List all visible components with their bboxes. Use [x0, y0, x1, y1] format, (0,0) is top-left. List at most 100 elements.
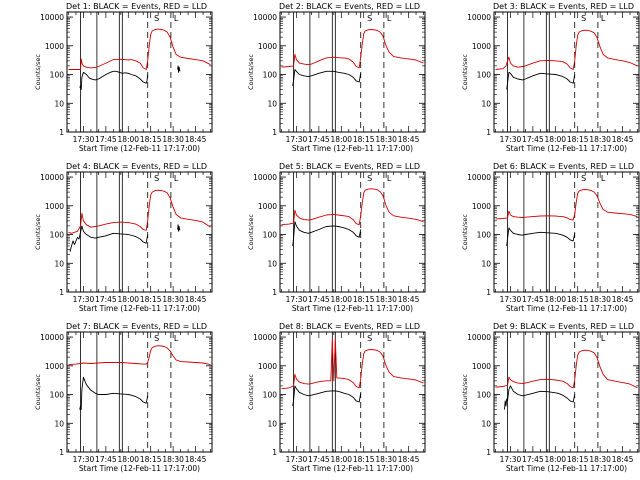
x-tick-label: 18:45: [398, 135, 420, 144]
detector-panel-5: Det 5: BLACK = Events, RED = LLD 1 10 100 10…: [247, 162, 426, 313]
y-axis-label: Counts/sec: [461, 214, 469, 250]
x-tick-label: 17:45: [522, 455, 544, 464]
y-tick-label: 1000: [472, 362, 491, 371]
x-axis-label: Start Time (12-Feb-11 17:17:00): [506, 304, 627, 313]
x-tick-label: 18:30: [375, 455, 397, 464]
top-marker-label: L: [174, 334, 179, 343]
y-tick-label: 100: [263, 391, 278, 400]
x-tick-label: 17:30: [73, 295, 95, 304]
top-marker-label: S: [154, 174, 159, 183]
x-tick-label: 18:00: [117, 295, 139, 304]
x-tick-label: 17:30: [73, 135, 95, 144]
top-marker-label: S: [581, 174, 586, 183]
panel-title: Det 9: BLACK = Events, RED = LLD: [493, 322, 634, 331]
top-marker-label: S: [154, 334, 159, 343]
plot-frame: [66, 331, 213, 453]
x-tick-label: 18:00: [544, 135, 566, 144]
y-axis-label: Counts/sec: [247, 214, 255, 250]
top-marker-label: S: [367, 334, 372, 343]
top-marker-label: L: [601, 334, 606, 343]
y-axis-label: Counts/sec: [247, 54, 255, 90]
y-tick-label: 100: [477, 71, 492, 80]
panel-title: Det 3: BLACK = Events, RED = LLD: [493, 2, 634, 11]
x-tick-label: 17:45: [308, 455, 330, 464]
detector-panel-6: Det 6: BLACK = Events, RED = LLD 1 10 100 10…: [461, 162, 640, 313]
x-tick-label: 18:15: [567, 295, 589, 304]
series-line-events: [79, 70, 149, 91]
top-marker-label: S: [581, 334, 586, 343]
y-tick-label: 10: [54, 259, 64, 268]
x-tick-label: 18:30: [162, 135, 184, 144]
x-tick-label: 18:00: [544, 455, 566, 464]
x-tick-label: 17:30: [286, 455, 308, 464]
y-tick-label: 10000: [467, 333, 491, 342]
panel-title: Det 8: BLACK = Events, RED = LLD: [279, 322, 420, 331]
x-tick-label: 18:15: [567, 455, 589, 464]
x-tick-label: 18:30: [589, 455, 611, 464]
x-axis-label: Start Time (12-Feb-11 17:17:00): [79, 144, 200, 153]
y-tick-label: 100: [263, 71, 278, 80]
x-tick-label: 18:45: [185, 455, 207, 464]
panel-title: Det 5: BLACK = Events, RED = LLD: [279, 162, 420, 171]
y-tick-label: 10000: [467, 173, 491, 182]
y-tick-label: 1000: [472, 42, 491, 51]
series-line-events: [506, 71, 576, 90]
y-tick-label: 10000: [40, 173, 64, 182]
y-tick-label: 1000: [45, 362, 64, 371]
series-line-lld: [495, 349, 638, 389]
x-tick-label: 17:45: [308, 135, 330, 144]
top-marker-label: L: [387, 14, 392, 23]
y-tick-label: 100: [477, 231, 492, 240]
y-tick-label: 10000: [253, 13, 277, 22]
y-tick-label: 100: [50, 391, 65, 400]
top-marker-label: L: [387, 334, 392, 343]
series-line-events: [506, 227, 576, 247]
y-tick-label: 1: [272, 128, 277, 137]
top-marker-label: S: [367, 14, 372, 23]
y-tick-label: 1000: [472, 202, 491, 211]
series-line-events-late: [177, 224, 181, 232]
y-axis-label: Counts/sec: [34, 214, 42, 250]
y-tick-label: 10: [54, 419, 64, 428]
y-tick-label: 1000: [45, 202, 64, 211]
x-tick-label: 18:15: [140, 135, 162, 144]
y-tick-label: 1: [59, 288, 64, 297]
y-tick-label: 1000: [258, 202, 277, 211]
x-tick-label: 18:30: [589, 135, 611, 144]
x-tick-label: 18:00: [330, 295, 352, 304]
y-tick-label: 1: [272, 288, 277, 297]
panel-title: Det 6: BLACK = Events, RED = LLD: [493, 162, 634, 171]
x-tick-label: 18:00: [330, 455, 352, 464]
panel-title: Det 4: BLACK = Events, RED = LLD: [66, 162, 207, 171]
detector-panel-7: Det 7: BLACK = Events, RED = LLD 1 10 100 10…: [34, 322, 213, 473]
top-marker-label: L: [174, 14, 179, 23]
top-marker-label: L: [601, 14, 606, 23]
x-tick-label: 17:30: [500, 135, 522, 144]
y-axis-label: Counts/sec: [34, 374, 42, 410]
series-line-lld: [281, 337, 424, 390]
x-tick-label: 17:45: [522, 135, 544, 144]
x-tick-label: 18:15: [353, 135, 375, 144]
y-tick-label: 1000: [45, 42, 64, 51]
x-axis-label: Start Time (12-Feb-11 17:17:00): [292, 464, 413, 473]
x-axis-label: Start Time (12-Feb-11 17:17:00): [506, 144, 627, 153]
x-tick-label: 17:30: [500, 295, 522, 304]
x-tick-label: 17:45: [308, 295, 330, 304]
series-line-lld: [281, 188, 424, 226]
x-tick-label: 18:45: [398, 295, 420, 304]
y-tick-label: 1000: [258, 42, 277, 51]
x-tick-label: 18:00: [330, 135, 352, 144]
plot-frame: [493, 171, 640, 293]
y-tick-label: 100: [477, 391, 492, 400]
plot-frame: [66, 171, 213, 293]
x-tick-label: 18:00: [117, 455, 139, 464]
x-tick-label: 18:30: [375, 135, 397, 144]
x-tick-label: 18:15: [353, 295, 375, 304]
x-tick-label: 17:45: [95, 135, 117, 144]
x-tick-label: 18:15: [567, 135, 589, 144]
top-marker-label: L: [387, 174, 392, 183]
y-axis-label: Counts/sec: [461, 54, 469, 90]
x-tick-label: 18:15: [353, 455, 375, 464]
series-line-events: [79, 376, 149, 411]
